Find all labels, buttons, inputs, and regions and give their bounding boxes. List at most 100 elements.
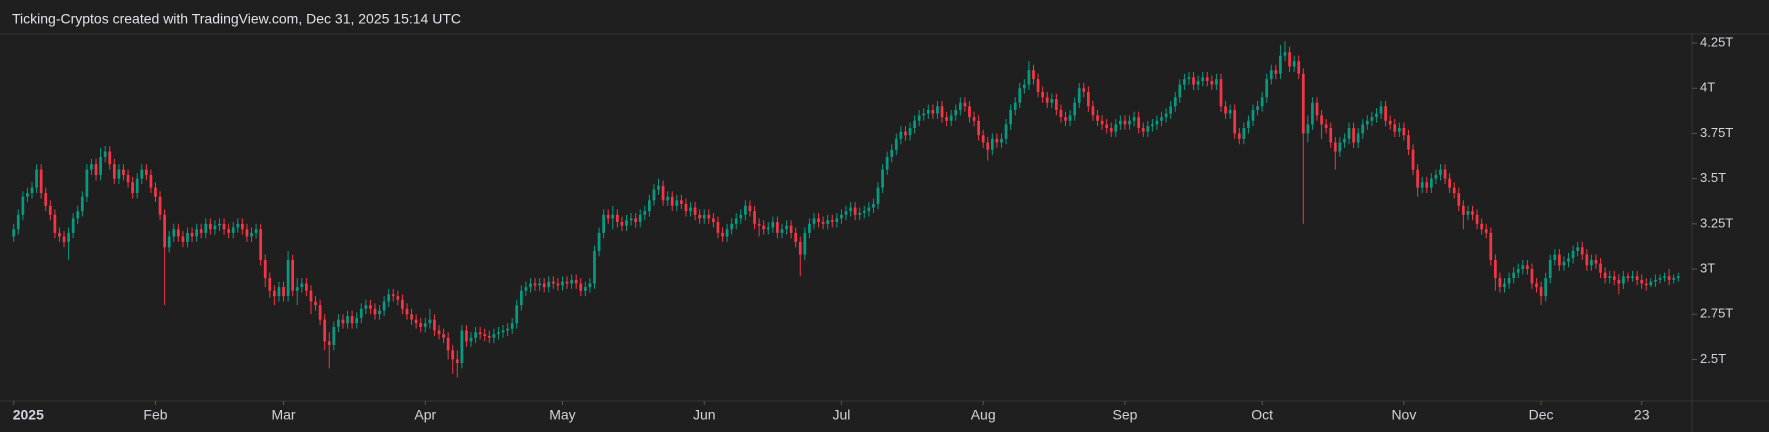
candle-body: [1054, 99, 1058, 110]
candle-body: [1201, 77, 1205, 82]
candle-body: [1013, 102, 1017, 110]
candle-body: [529, 283, 532, 288]
candle-body: [519, 290, 523, 306]
x-tick-label: Nov: [1391, 407, 1416, 423]
candle-body: [1269, 70, 1273, 80]
candle-body: [1173, 97, 1177, 107]
candle-body: [1356, 133, 1360, 143]
candle-body: [158, 196, 162, 215]
candle-body: [515, 305, 519, 324]
candle-body: [213, 225, 217, 230]
candle-body: [419, 323, 423, 327]
candle-body: [689, 207, 692, 212]
candle-body: [149, 175, 153, 188]
candle-body: [789, 225, 793, 233]
candle-body: [1590, 259, 1593, 266]
candle-body: [597, 232, 601, 251]
candle-body: [1567, 258, 1570, 262]
candle-body: [638, 214, 642, 223]
candle-body: [186, 232, 189, 242]
candle-body: [309, 290, 313, 302]
candle-body: [1503, 283, 1506, 288]
candle-body: [1109, 128, 1113, 132]
candle-body: [423, 323, 427, 327]
candle-body: [1320, 115, 1323, 125]
candle-body: [30, 187, 34, 194]
candle-body: [542, 283, 546, 288]
candle-body: [771, 222, 775, 228]
candle-body: [588, 283, 592, 288]
candle-body: [899, 131, 903, 139]
candle-body: [1283, 52, 1287, 56]
candle-body: [131, 182, 134, 194]
candle-body: [350, 316, 354, 324]
candle-body: [945, 117, 948, 121]
candle-body: [268, 278, 272, 291]
candle-body: [245, 229, 249, 237]
candle-body: [1416, 169, 1419, 188]
candle-body: [506, 328, 509, 331]
candle-body: [199, 229, 203, 233]
candle-body: [1654, 279, 1657, 282]
candle-body: [1151, 124, 1154, 127]
candle-body: [122, 169, 125, 176]
candle-body: [1041, 91, 1045, 98]
candle-body: [1599, 263, 1602, 273]
candle-body: [53, 214, 57, 233]
candle-body: [647, 200, 651, 212]
candle-body: [85, 169, 89, 197]
candle-body: [1439, 169, 1442, 176]
candle-body: [451, 350, 455, 360]
candle-body: [62, 236, 66, 242]
candle-body: [972, 117, 976, 121]
candle-body: [693, 207, 697, 215]
x-tick-label: Jun: [693, 407, 716, 423]
candle-body: [968, 106, 971, 118]
candle-body: [739, 214, 743, 219]
candle-body: [428, 319, 432, 324]
candle-body: [1535, 283, 1538, 288]
candle-body: [680, 200, 683, 204]
candle-body: [277, 287, 281, 297]
candle-body: [1187, 77, 1191, 80]
candle-body: [579, 283, 583, 291]
candle-body: [844, 211, 848, 215]
candle-body: [140, 169, 144, 179]
candle-body: [44, 193, 48, 206]
candle-body: [1388, 120, 1392, 125]
candle-body: [163, 214, 166, 248]
x-tick-label: Sep: [1112, 407, 1137, 423]
candle-body: [1000, 138, 1003, 143]
candles: [12, 41, 1680, 378]
candle-body: [1626, 276, 1630, 279]
candle-body: [1100, 120, 1104, 125]
candle-body: [90, 164, 93, 170]
candle-body: [355, 317, 359, 324]
candle-body: [346, 316, 349, 324]
candle-body: [803, 232, 807, 255]
candle-body: [327, 341, 331, 345]
candle-body: [1297, 61, 1301, 74]
candle-body: [716, 222, 720, 233]
candle-body: [1343, 138, 1346, 143]
candle-body: [675, 200, 679, 206]
candle-body: [305, 283, 308, 291]
candle-body: [483, 334, 487, 336]
chart-title: Ticking-Cryptos created with TradingView…: [12, 11, 461, 27]
candle-body: [936, 106, 939, 114]
candle-body: [757, 223, 761, 226]
candle-body: [1585, 254, 1589, 266]
candle-body: [414, 319, 418, 324]
candle-body: [661, 185, 665, 201]
candle-body: [551, 281, 555, 284]
candle-body: [666, 196, 670, 201]
candle-body: [1425, 182, 1429, 188]
candle-body: [1082, 88, 1086, 92]
candle-body: [1672, 278, 1676, 280]
candle-body: [1237, 133, 1241, 139]
candle-body: [1242, 128, 1246, 139]
candle-body: [1256, 106, 1259, 110]
candle-body: [1420, 182, 1424, 188]
y-tick-label: 3.5T: [1700, 170, 1726, 185]
candle-body: [1594, 259, 1598, 264]
